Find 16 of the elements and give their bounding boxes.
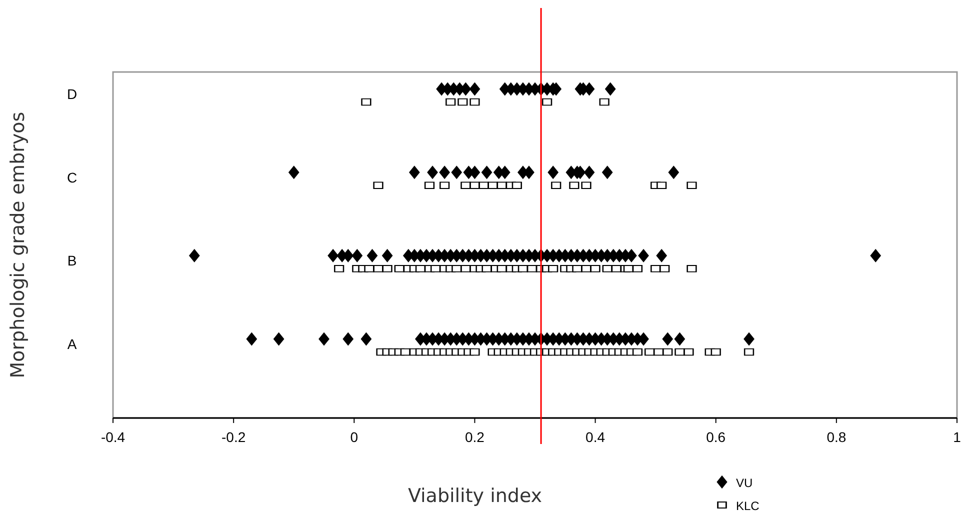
x-tick-label: -0.2	[222, 429, 246, 445]
x-axis-title: Viability index	[408, 485, 542, 507]
legend-label: KLC	[736, 499, 760, 513]
y-tick-label: B	[67, 252, 77, 269]
x-tick-label: 0.8	[826, 429, 846, 445]
y-tick-label: A	[67, 336, 78, 352]
y-axis-title: Morphologic grade embryos	[7, 112, 29, 378]
y-tick-label: C	[66, 169, 78, 186]
x-tick-label: 0.6	[706, 429, 726, 445]
x-tick-label: 0.2	[464, 429, 485, 445]
x-tick-label: 0.4	[586, 429, 606, 445]
x-tick-label: -0.4	[100, 429, 126, 445]
y-tick-label: D	[66, 86, 78, 102]
x-tick-label: 1	[953, 429, 962, 445]
x-tick-label: 0	[350, 429, 358, 445]
legend-label: VU	[736, 476, 753, 490]
